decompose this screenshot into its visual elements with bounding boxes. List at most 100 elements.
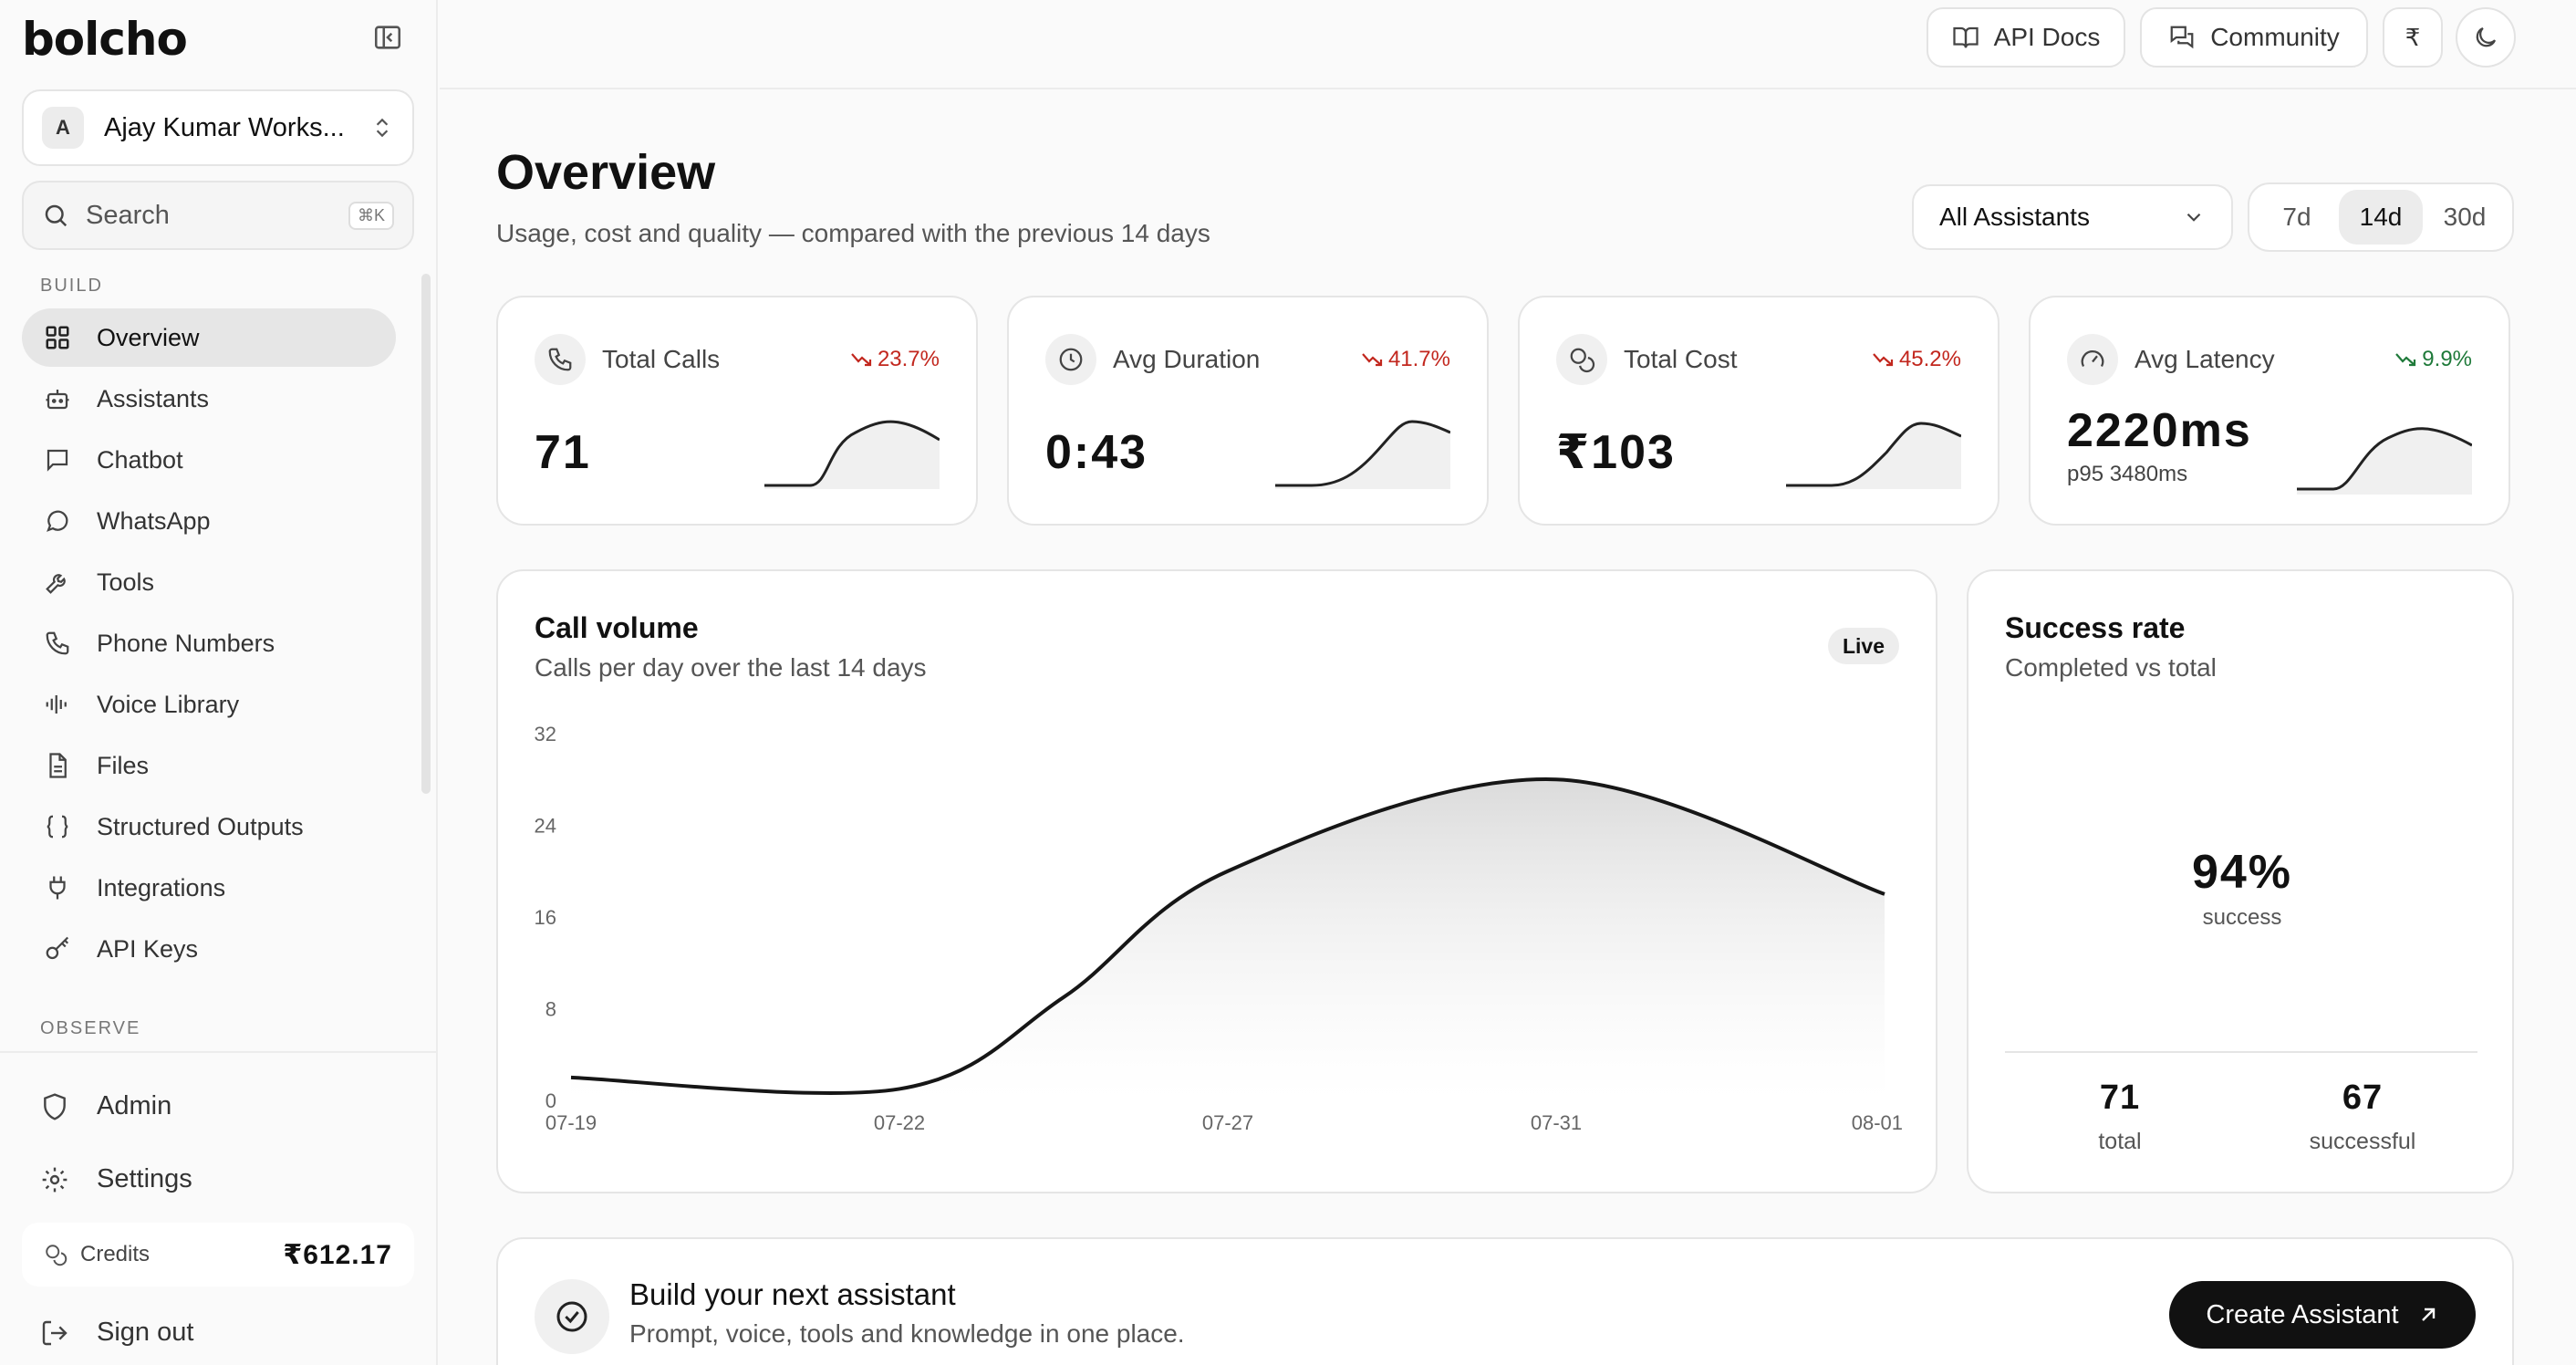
create-assistant-button[interactable]: Create Assistant: [2169, 1281, 2476, 1349]
stat-total: 71 total: [2029, 1078, 2211, 1155]
messages-icon: [2170, 26, 2194, 49]
workspace-avatar: A: [42, 107, 84, 149]
file-icon: [49, 753, 67, 778]
kpi-card-avg-duration: Avg Duration 41.7% 0:43: [1007, 296, 1489, 526]
sidebar-item-api-keys[interactable]: API Keys: [22, 920, 396, 978]
sidebar-item-tools[interactable]: Tools: [22, 553, 396, 611]
sidebar-settings[interactable]: Settings: [40, 1164, 192, 1194]
bot-icon: [46, 390, 69, 410]
call-volume-chart: 0 8 16 24 32 07-19 07-22 07-27 07-31 08-01: [535, 723, 1903, 1134]
currency-symbol: ₹: [2405, 23, 2421, 51]
success-percent: 94%: [2191, 846, 2293, 899]
kpi-icon-wrap: [2067, 334, 2118, 385]
range-option-30d[interactable]: 30d: [2443, 203, 2487, 231]
workspace-name: Ajay Kumar Works...: [104, 112, 345, 142]
phone-icon: [548, 348, 572, 371]
kpi-delta-value: 23.7%: [877, 347, 940, 371]
sidebar-item-files[interactable]: Files: [22, 736, 396, 795]
phone-icon: [46, 631, 69, 655]
chart-area: [571, 779, 1885, 1100]
stat-successful-value: 67: [2342, 1078, 2384, 1117]
kpi-card-avg-latency: Avg Latency 9.9% 2220ms p95 3480ms: [2029, 296, 2510, 526]
sidebar-item-label: Assistants: [97, 384, 210, 412]
build-next-card: Build your next assistant Prompt, voice,…: [496, 1237, 2514, 1365]
kpi-icon-wrap: [1556, 334, 1607, 385]
kpi-delta: 41.7%: [1361, 347, 1450, 372]
sidebar: bolcho A Ajay Kumar Works... Search ⌘K B…: [0, 0, 438, 1365]
topbar: API Docs Community ₹: [440, 0, 2576, 89]
book-open-icon: [1953, 26, 1979, 48]
sidebar-item-integrations[interactable]: Integrations: [22, 859, 396, 917]
whatsapp-icon: [47, 510, 68, 532]
success-rate-subtitle: Completed vs total: [2005, 653, 2217, 682]
theme-toggle-button[interactable]: [2456, 7, 2516, 68]
sidebar-admin-label: Admin: [97, 1091, 172, 1120]
sidebar-admin[interactable]: Admin: [40, 1091, 171, 1121]
kpi-delta-value: 41.7%: [1387, 347, 1450, 371]
braces-icon: [47, 815, 68, 839]
x-tick-label: 08-01: [1852, 1111, 1903, 1134]
credits-label: Credits: [80, 1242, 151, 1266]
create-assistant-label: Create Assistant: [2206, 1299, 2399, 1329]
sign-out-label: Sign out: [97, 1318, 194, 1347]
search-input[interactable]: Search ⌘K: [22, 181, 414, 250]
sidebar-item-label: Overview: [97, 323, 200, 351]
y-tick-label: 8: [545, 998, 556, 1021]
sidebar-item-overview[interactable]: Overview: [22, 308, 396, 367]
kpi-sparkline: [764, 420, 940, 489]
sidebar-item-voice-library[interactable]: Voice Library: [22, 675, 396, 734]
kpi-sparkline: [1786, 422, 1961, 489]
search-placeholder: Search: [86, 200, 170, 230]
kpi-title: Total Calls: [602, 345, 721, 373]
api-docs-button[interactable]: API Docs: [1927, 7, 2125, 68]
y-tick-label: 16: [535, 906, 556, 929]
kpi-title: Avg Latency: [2135, 345, 2275, 373]
sidebar-item-phone-numbers[interactable]: Phone Numbers: [22, 614, 396, 672]
kpi-card-total-cost: Total Cost 45.2% ₹103: [1518, 296, 2000, 526]
y-tick-label: 24: [535, 815, 556, 838]
chart-line: [570, 777, 1885, 1095]
assistant-filter-select[interactable]: All Assistants: [1912, 184, 2233, 250]
api-docs-label: API Docs: [1993, 23, 2101, 51]
trending-down-icon: [851, 353, 872, 367]
sidebar-item-whatsapp[interactable]: WhatsApp: [22, 492, 396, 550]
trending-down-icon: [1873, 353, 1894, 367]
grid-icon: [46, 326, 69, 349]
search-shortcut: ⌘K: [348, 201, 394, 230]
community-button[interactable]: Community: [2140, 7, 2368, 68]
sidebar-collapse-icon[interactable]: [372, 22, 403, 53]
kpi-card-total-calls: Total Calls 23.7% 71: [496, 296, 978, 526]
waveform-icon: [46, 695, 67, 714]
workspace-switcher[interactable]: A Ajay Kumar Works...: [22, 89, 414, 166]
section-label-observe: OBSERVE: [40, 1018, 141, 1038]
success-rate-title: Success rate: [2005, 611, 2186, 644]
range-option-7d[interactable]: 7d: [2282, 203, 2311, 231]
sidebar-sign-out[interactable]: Sign out: [40, 1318, 193, 1348]
x-tick-label: 07-22: [874, 1111, 925, 1134]
stat-successful-label: successful: [2309, 1129, 2416, 1154]
clock-icon: [1059, 348, 1083, 371]
date-range-toggle: 7d 14d 30d: [2248, 182, 2514, 252]
arrow-up-right-icon: [2421, 1308, 2435, 1321]
kpi-delta: 45.2%: [1872, 347, 1961, 372]
sidebar-item-chatbot[interactable]: Chatbot: [22, 431, 396, 489]
sidebar-item-structured-outputs[interactable]: Structured Outputs: [22, 797, 396, 856]
x-tick-label: 07-27: [1202, 1111, 1253, 1134]
range-option-14d[interactable]: 14d: [2339, 190, 2423, 245]
success-percent-label: success: [2202, 905, 2282, 930]
stat-total-value: 71: [2099, 1078, 2141, 1117]
currency-button[interactable]: ₹: [2383, 7, 2443, 68]
chat-icon: [47, 449, 68, 472]
brand-logo[interactable]: bolcho: [22, 13, 188, 66]
sidebar-scrollbar[interactable]: [421, 274, 431, 794]
sidebar-item-label: Files: [97, 751, 150, 779]
success-divider: [2005, 1051, 2477, 1053]
stat-total-label: total: [2098, 1129, 2142, 1154]
sidebar-item-label: Chatbot: [97, 445, 183, 474]
section-label-build: BUILD: [40, 276, 103, 296]
moon-icon: [2476, 26, 2497, 47]
credits-card: Credits ₹612.17: [22, 1223, 414, 1287]
kpi-value: 0:43: [1045, 426, 1148, 479]
sidebar-item-assistants[interactable]: Assistants: [22, 370, 396, 428]
coins-icon: [1570, 348, 1595, 373]
